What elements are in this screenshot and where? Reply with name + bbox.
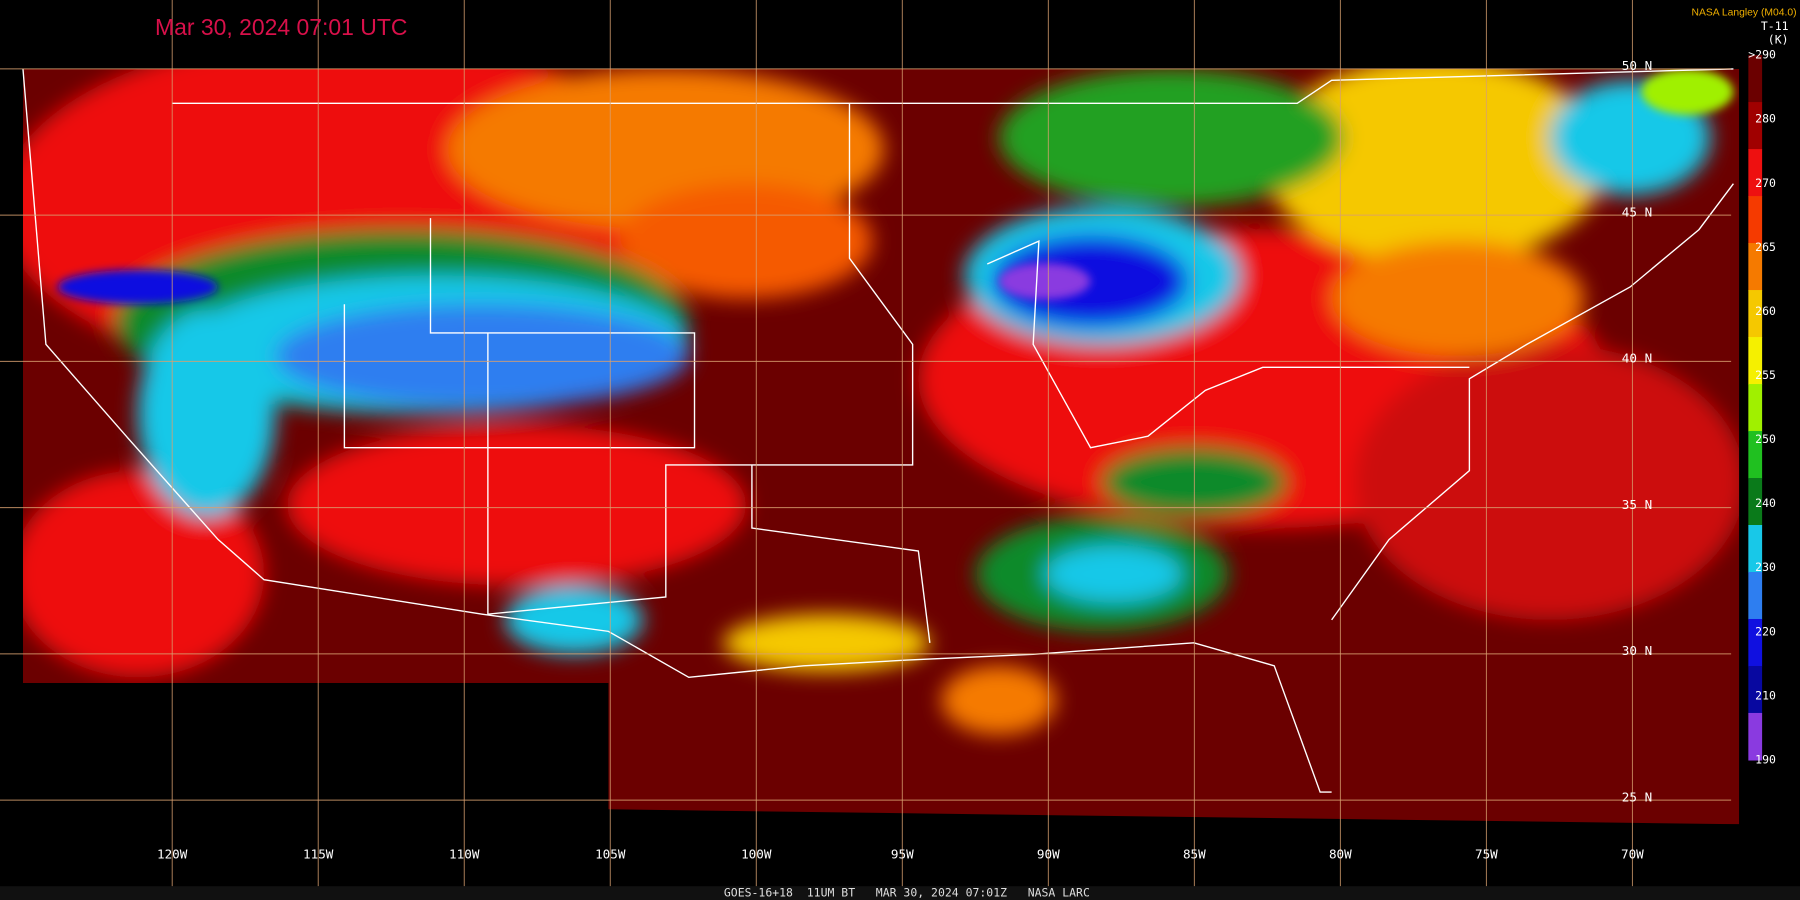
- longitude-label: 110W: [449, 847, 480, 862]
- colorbar-segment: [1748, 712, 1763, 761]
- latitude-label: 30 N: [1622, 643, 1652, 658]
- colorbar-segment: [1748, 102, 1763, 150]
- latitude-label: 40 N: [1622, 351, 1652, 366]
- colorbar-label: 260: [1755, 304, 1776, 318]
- colorbar-segment: [1748, 478, 1763, 526]
- colorbar-label: 255: [1755, 368, 1776, 382]
- footer-bar: [0, 886, 1800, 900]
- border-line: [986, 239, 1470, 449]
- colorbar-label: 190: [1755, 752, 1776, 766]
- longitude-label: 70W: [1621, 847, 1644, 862]
- longitude-label: 85W: [1183, 847, 1206, 862]
- colorbar-segment: [1748, 384, 1763, 432]
- colorbar-label: >290: [1748, 48, 1776, 62]
- colorbar-segment: [1748, 665, 1763, 714]
- colorbar-label: 250: [1755, 432, 1776, 446]
- colorbar-segment: [1748, 55, 1763, 103]
- colorbar: >290 280 270 265 260 255 250 240 230 220 210 190: [1748, 48, 1776, 767]
- colorbar-label: 270: [1755, 176, 1776, 190]
- border-line: [22, 68, 1332, 793]
- colorbar-segment: [1748, 431, 1763, 479]
- latitude-label: 25 N: [1622, 789, 1652, 804]
- colorbar-label: 240: [1755, 496, 1776, 510]
- graticule: 120W 115W 110W 105W 100W 95W 90W 85W 80W 75W 70W 50…: [0, 0, 1732, 887]
- footer: GOES-16+18 11UM BT MAR 30, 2024 07:01Z N…: [724, 886, 1090, 900]
- longitude-label: 80W: [1329, 847, 1352, 862]
- longitude-label: 90W: [1037, 847, 1060, 862]
- latitude-label: 35 N: [1622, 497, 1652, 512]
- longitude-label: 95W: [891, 847, 914, 862]
- colorbar-segment: [1748, 149, 1763, 197]
- colorbar-segment: [1748, 525, 1763, 573]
- colorbar-segment: [1748, 618, 1763, 667]
- longitude-label: 120W: [157, 847, 188, 862]
- border-line: [343, 218, 696, 449]
- state-borders: [22, 68, 1734, 793]
- longitude-label: 75W: [1475, 847, 1498, 862]
- colorbar-segment: [1748, 571, 1763, 620]
- latitude-label: 50 N: [1622, 58, 1652, 73]
- colorbar-label: 210: [1755, 688, 1776, 702]
- colorbar-label: 220: [1755, 624, 1776, 638]
- credit: NASA Langley (M04.0): [1691, 7, 1796, 18]
- colorbar-label: 265: [1755, 240, 1776, 254]
- border-line: [751, 464, 931, 643]
- colorbar-label: 230: [1755, 560, 1776, 574]
- border-line: [172, 68, 1734, 105]
- colorbar-unit: (K): [1768, 33, 1789, 47]
- colorbar-segment: [1748, 196, 1763, 244]
- colorbar-title: T-11: [1761, 19, 1789, 33]
- timestamp: Mar 30, 2024 07:01 UTC: [155, 14, 407, 40]
- longitude-label: 115W: [303, 847, 334, 862]
- colorbar-segment: [1748, 243, 1763, 291]
- colorbar-segment: [1748, 337, 1763, 385]
- longitude-label: 100W: [741, 847, 772, 862]
- latitude-label: 45 N: [1622, 204, 1652, 219]
- colorbar-segment: [1748, 290, 1763, 338]
- colorbar-label: 280: [1755, 112, 1776, 126]
- longitude-label: 105W: [595, 847, 626, 862]
